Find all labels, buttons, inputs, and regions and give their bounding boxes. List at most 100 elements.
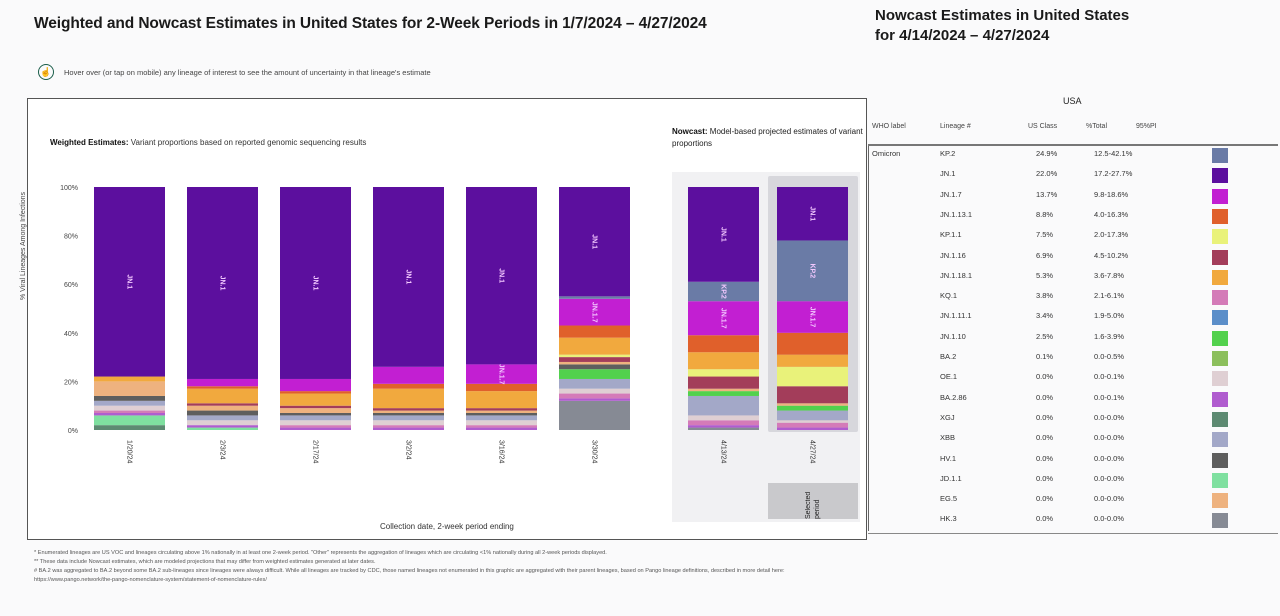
- bar-segment-HK-3[interactable]: [559, 400, 630, 430]
- bar-segment-OE-1[interactable]: [559, 388, 630, 394]
- bar-segment-KQ-1[interactable]: [373, 425, 444, 428]
- bar-segment-JN-1-7[interactable]: [373, 366, 444, 384]
- table-row[interactable]: KQ.1 3.8% 2.1-6.1%: [868, 287, 1278, 307]
- table-row[interactable]: HK.3 0.0% 0.0-0.0%: [868, 510, 1278, 530]
- bar-segment-XGJ[interactable]: [94, 425, 165, 430]
- bar-segment-BA-2-86[interactable]: [94, 412, 165, 416]
- bar-segment-XBB[interactable]: [466, 415, 537, 421]
- bar-stack-4-13-24[interactable]: JN.1.7 KP.2 JN.1: [688, 187, 759, 430]
- bar-segment-XBB[interactable]: [373, 415, 444, 421]
- bar-segment-JN-1-13-1[interactable]: [559, 325, 630, 338]
- table-row[interactable]: JN.1.16 6.9% 4.5-10.2%: [868, 247, 1278, 267]
- bar-segment-OE-1[interactable]: [688, 415, 759, 421]
- bar-stack-3-30-24[interactable]: JN.1.7 JN.1: [559, 187, 630, 430]
- bar-segment-JN-1-13-1[interactable]: [777, 332, 848, 355]
- bar-segment-EG-5[interactable]: [466, 410, 537, 413]
- bar-segment-OE-1[interactable]: [280, 420, 351, 426]
- bar-segment-KP-2[interactable]: [777, 240, 848, 302]
- bar-segment-JN-1[interactable]: [280, 187, 351, 379]
- bar-segment-JN-1-10[interactable]: [688, 391, 759, 396]
- bar-segment-BA-2-86[interactable]: [559, 398, 630, 401]
- bar-segment-JN-1[interactable]: [373, 187, 444, 367]
- bar-segment-KP-2[interactable]: [688, 281, 759, 302]
- bar-segment-BA-2-86[interactable]: [280, 427, 351, 430]
- bar-segment-JN-1-16[interactable]: [688, 376, 759, 389]
- bar-segment-KP-1-1[interactable]: [688, 369, 759, 377]
- bar-segment-XBB[interactable]: [187, 415, 258, 421]
- bar-segment-JN-1-7[interactable]: [280, 378, 351, 392]
- bar-segment-JN-1-7[interactable]: [777, 301, 848, 333]
- table-row[interactable]: JN.1.18.1 5.3% 3.6-7.8%: [868, 267, 1278, 287]
- bar-stack-4-27-24[interactable]: JN.1.7 KP.2 JN.1: [777, 187, 848, 430]
- bar-segment-JN-1-18-1[interactable]: [280, 393, 351, 406]
- bar-segment-BA-2-86[interactable]: [777, 427, 848, 430]
- bar-segment-XBB[interactable]: [280, 415, 351, 421]
- bar-segment-KQ-1[interactable]: [466, 425, 537, 428]
- table-row[interactable]: JN.1 22.0% 17.2-27.7%: [868, 165, 1278, 185]
- bar-segment-XBB[interactable]: [559, 378, 630, 389]
- bar-segment-JN-1-16[interactable]: [777, 386, 848, 404]
- table-row[interactable]: JN.1.13.1 8.8% 4.0-16.3%: [868, 206, 1278, 226]
- bar-segment-JN-1-16[interactable]: [187, 403, 258, 406]
- table-row[interactable]: KP.1.1 7.5% 2.0-17.3%: [868, 226, 1278, 246]
- bar-segment-JN-1-18-1[interactable]: [187, 388, 258, 404]
- bar-segment-KQ-1[interactable]: [94, 410, 165, 413]
- bar-stack-2-3-24[interactable]: JN.1: [187, 187, 258, 430]
- bar-segment-OE-1[interactable]: [466, 420, 537, 426]
- bar-segment-JN-1-10[interactable]: [777, 405, 848, 411]
- bar-segment-JN-1-13-1[interactable]: [280, 391, 351, 394]
- table-row[interactable]: JN.1.7 13.7% 9.8-18.6%: [868, 186, 1278, 206]
- bar-segment-BA-2-86[interactable]: [187, 425, 258, 428]
- bar-segment-JN-1-18-1[interactable]: [373, 388, 444, 409]
- bar-segment-KQ-1[interactable]: [559, 393, 630, 399]
- bar-segment-JN-1-18-1[interactable]: [688, 352, 759, 370]
- bar-segment-KQ-1[interactable]: [777, 422, 848, 428]
- bar-segment-EG-5[interactable]: [373, 410, 444, 413]
- bar-segment-JN-1-13-1[interactable]: [688, 335, 759, 353]
- bar-segment-EG-5[interactable]: [94, 381, 165, 396]
- table-row[interactable]: BA.2.86 0.0% 0.0-0.1%: [868, 389, 1278, 409]
- table-row[interactable]: OE.1 0.0% 0.0-0.1%: [868, 368, 1278, 388]
- bar-segment-EG-5[interactable]: [280, 408, 351, 413]
- bar-segment-XBB[interactable]: [94, 400, 165, 406]
- bar-segment-JD-1-1[interactable]: [94, 415, 165, 426]
- bar-segment-JN-1-16[interactable]: [466, 408, 537, 411]
- bar-segment-OE-1[interactable]: [373, 420, 444, 426]
- bar-stack-3-2-24[interactable]: JN.1: [373, 187, 444, 430]
- bar-segment-JN-1[interactable]: [688, 187, 759, 282]
- table-row[interactable]: HV.1 0.0% 0.0-0.0%: [868, 450, 1278, 470]
- bar-segment-KQ-1[interactable]: [688, 420, 759, 426]
- bar-segment-HV-1[interactable]: [94, 395, 165, 401]
- bar-segment-JD-1-1[interactable]: [187, 427, 258, 430]
- bar-segment-JN-1[interactable]: [466, 187, 537, 365]
- bar-segment-JN-1-7[interactable]: [688, 301, 759, 336]
- bar-segment-JN-1-16[interactable]: [559, 357, 630, 362]
- table-row[interactable]: XGJ 0.0% 0.0-0.0%: [868, 409, 1278, 429]
- bar-segment-JN-1-7[interactable]: [559, 298, 630, 326]
- bar-segment-JN-1-13-1[interactable]: [187, 386, 258, 389]
- bar-stack-1-20-24[interactable]: JN.1: [94, 187, 165, 430]
- bar-segment-KQ-1[interactable]: [280, 425, 351, 428]
- bar-segment-JN-1-7[interactable]: [466, 364, 537, 384]
- bar-segment-KP-1-1[interactable]: [777, 366, 848, 387]
- bar-stack-3-16-24[interactable]: JN.1.7 JN.1: [466, 187, 537, 430]
- bar-segment-KP-2[interactable]: [559, 296, 630, 299]
- bar-segment-XBB[interactable]: [688, 395, 759, 416]
- table-row[interactable]: XBB 0.0% 0.0-0.0%: [868, 429, 1278, 449]
- bar-segment-JN-1-16[interactable]: [280, 405, 351, 409]
- bar-segment-HK-3[interactable]: [688, 427, 759, 430]
- bar-segment-JN-1-18-1[interactable]: [466, 391, 537, 409]
- bar-segment-JN-1-10[interactable]: [559, 369, 630, 379]
- bar-segment-JN-1[interactable]: [777, 187, 848, 241]
- bar-segment-BA-2-86[interactable]: [466, 427, 537, 430]
- bar-segment-HV-1[interactable]: [373, 412, 444, 416]
- bar-segment-JN-1-18-1[interactable]: [559, 337, 630, 355]
- bar-segment-KP-1-1[interactable]: [559, 354, 630, 358]
- bar-segment-OE-1[interactable]: [187, 420, 258, 426]
- bar-segment-EG-5[interactable]: [688, 388, 759, 392]
- table-row[interactable]: EG.5 0.0% 0.0-0.0%: [868, 490, 1278, 510]
- bar-segment-JN-1[interactable]: [559, 187, 630, 297]
- bar-segment-JN-1-16[interactable]: [373, 408, 444, 411]
- bar-segment-JN-1-7[interactable]: [187, 378, 258, 387]
- bar-segment-OE-1[interactable]: [777, 420, 848, 423]
